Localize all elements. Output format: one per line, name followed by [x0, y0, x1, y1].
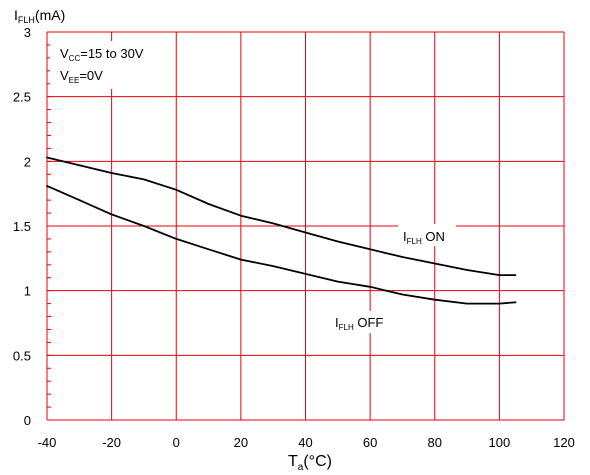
condition-vee: VEE=0V — [60, 68, 103, 85]
x-tick-label: 40 — [298, 435, 312, 450]
x-tick-label: -20 — [102, 435, 121, 450]
conditions-background — [50, 41, 158, 89]
x-tick-label: 120 — [553, 435, 575, 450]
x-tick-label: 60 — [363, 435, 377, 450]
condition-vcc: VCC=15 to 30V — [60, 46, 144, 63]
series-label-on-background — [398, 224, 456, 246]
x-tick-label: 20 — [234, 435, 248, 450]
series-line-on — [46, 156, 517, 277]
grid — [46, 31, 565, 421]
y-tick-label: 0 — [24, 413, 31, 428]
conditions: VCC=15 to 30V VEE=0V — [50, 41, 158, 89]
x-axis-label: Ta(°C) — [288, 453, 332, 473]
series-line-off — [46, 184, 517, 305]
x-tick-label: 0 — [173, 435, 180, 450]
x-tick-label: 100 — [489, 435, 511, 450]
y-tick-label: 2.5 — [13, 90, 31, 105]
series-label-on: IFLH ON — [398, 224, 456, 246]
y-tick-label: 1.5 — [13, 219, 31, 234]
series-label-off: IFLH OFF — [330, 311, 392, 333]
series-label-on-text: IFLH ON — [403, 229, 445, 246]
tick-labels: -40 -20 0 20 40 60 80 100 120 0 0.5 1 1.5 2 2.5 3 — [13, 25, 575, 450]
series-lines — [46, 156, 517, 305]
x-tick-label: 80 — [428, 435, 442, 450]
y-tick-label: 1 — [24, 284, 31, 299]
y-tick-label: 3 — [24, 25, 31, 40]
x-tick-label: -40 — [38, 435, 57, 450]
y-tick-label: 0.5 — [13, 348, 31, 363]
y-axis-label: IFLH(mA) — [14, 7, 65, 25]
series-label-off-background — [330, 311, 392, 333]
series-label-off-text: IFLH OFF — [335, 315, 383, 332]
y-tick-label: 2 — [24, 154, 31, 169]
